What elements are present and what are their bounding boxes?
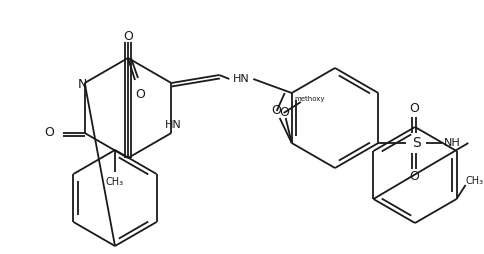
Text: CH₃: CH₃ — [465, 176, 483, 186]
Text: O: O — [408, 103, 418, 116]
Text: O: O — [44, 126, 54, 139]
Text: O: O — [408, 170, 418, 183]
Text: S: S — [411, 136, 420, 150]
Text: HN: HN — [232, 74, 249, 84]
Text: NH: NH — [443, 138, 460, 148]
Text: HN: HN — [165, 120, 182, 130]
Text: methoxy: methoxy — [294, 96, 324, 102]
Text: N: N — [78, 77, 87, 90]
Text: CH₃: CH₃ — [106, 177, 124, 187]
Text: O: O — [270, 104, 280, 118]
Text: O: O — [123, 29, 133, 42]
Text: O: O — [135, 87, 145, 101]
Text: O: O — [278, 106, 288, 119]
